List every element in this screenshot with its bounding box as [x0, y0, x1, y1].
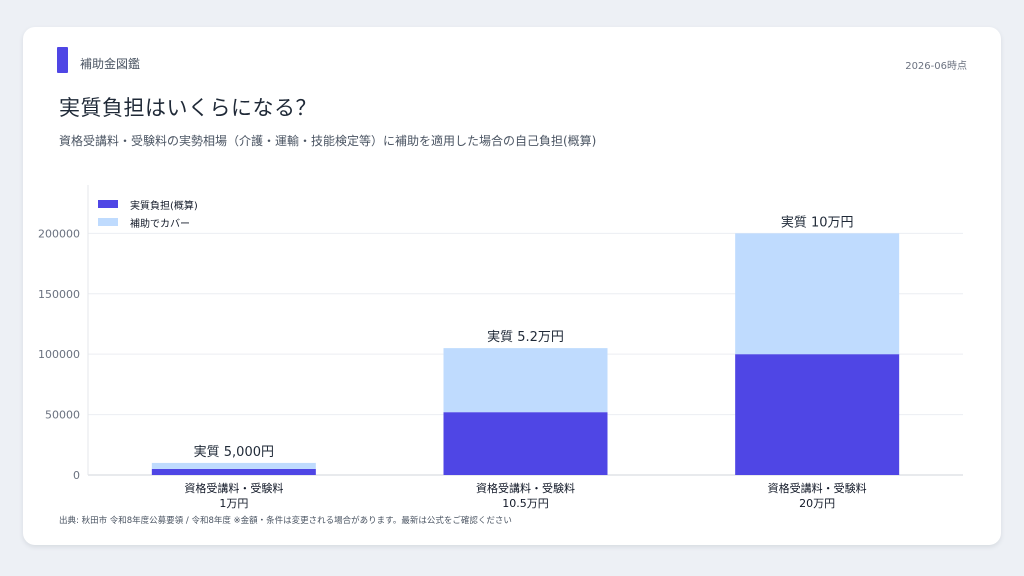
y-tick-label: 50000 — [45, 409, 80, 422]
bar-burden — [152, 469, 316, 475]
x-tick-label: 資格受講料・受験料 — [184, 481, 283, 495]
x-tick-label: 20万円 — [799, 497, 835, 510]
x-tick-label: 資格受講料・受験料 — [476, 481, 575, 495]
x-tick-label: 10.5万円 — [502, 497, 549, 510]
bar-cover — [444, 348, 608, 412]
legend-label-burden: 実質負担(概算) — [130, 197, 198, 212]
bar-data-label: 実質 5.2万円 — [487, 329, 564, 345]
bar-cover — [735, 233, 899, 354]
bar-burden — [444, 412, 608, 475]
bar-burden — [735, 354, 899, 475]
y-tick-label: 0 — [73, 469, 80, 482]
legend-item-cover: 補助でカバー — [98, 213, 198, 231]
legend-item-burden: 実質負担(概算) — [98, 195, 198, 213]
source-note: 出典: 秋田市 令和8年度公募要領 / 令和8年度 ※金額・条件は変更される場合… — [59, 514, 512, 526]
y-tick-label: 100000 — [38, 348, 80, 361]
bar-cover — [152, 463, 316, 469]
legend-swatch-cover — [98, 218, 118, 226]
x-tick-label: 資格受講料・受験料 — [768, 481, 867, 495]
bar-data-label: 実質 5,000円 — [194, 444, 274, 460]
y-tick-label: 150000 — [38, 288, 80, 301]
chart-legend: 実質負担(概算) 補助でカバー — [98, 195, 198, 231]
x-tick-label: 1万円 — [219, 497, 248, 510]
y-tick-label: 200000 — [38, 227, 80, 240]
legend-label-cover: 補助でカバー — [130, 215, 190, 230]
legend-swatch-burden — [98, 200, 118, 208]
bar-data-label: 実質 10万円 — [781, 214, 854, 230]
